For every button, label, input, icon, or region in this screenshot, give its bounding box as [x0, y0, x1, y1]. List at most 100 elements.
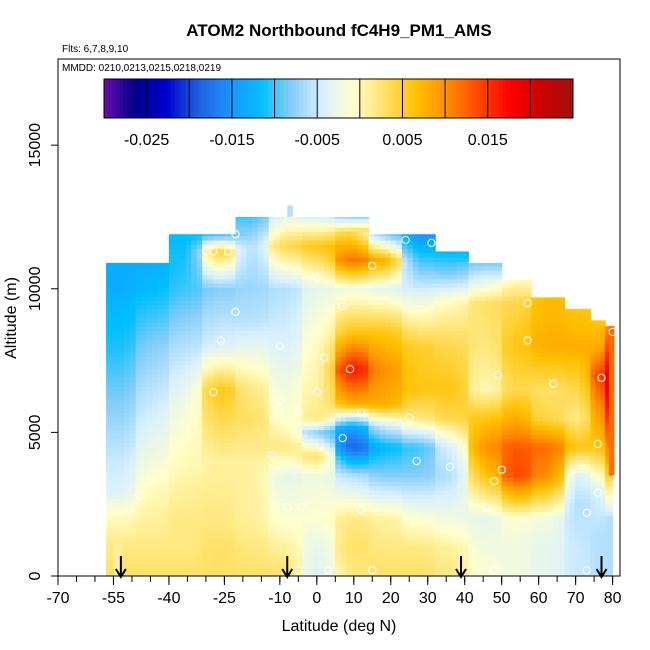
heatmap-cell: [385, 261, 392, 267]
heatmap-cell: [401, 463, 409, 469]
heatmap-cell: [363, 532, 370, 538]
heatmap-cell: [324, 442, 331, 448]
heatmap-cell: [202, 571, 209, 577]
heatmap-cell: [135, 429, 142, 435]
heatmap-cell: [246, 429, 253, 435]
heatmap-cell: [396, 326, 403, 332]
heatmap-cell: [368, 524, 375, 530]
heatmap-cell: [379, 554, 386, 560]
heatmap-cell: [141, 571, 148, 577]
heatmap-cell: [274, 351, 281, 357]
heatmap-cell: [396, 364, 403, 370]
heatmap-cell: [329, 330, 336, 336]
heatmap-cell: [396, 429, 403, 435]
heatmap-cell: [191, 451, 198, 456]
heatmap-cell: [418, 334, 425, 340]
heatmap-cell: [163, 541, 170, 547]
heatmap-cell: [340, 231, 347, 237]
heatmap-cell: [252, 231, 259, 237]
heatmap-cell: [202, 498, 209, 504]
heatmap-cell: [335, 425, 342, 431]
heatmap-cell: [351, 395, 359, 400]
heatmap-cell: [257, 377, 264, 383]
heatmap-cell: [368, 481, 375, 487]
heatmap-cell: [401, 412, 409, 418]
heatmap-cell: [224, 304, 231, 310]
heatmap-cell: [363, 222, 370, 228]
heatmap-cell: [440, 356, 447, 362]
heatmap-cell: [229, 274, 237, 280]
heatmap-cell: [111, 287, 119, 293]
heatmap-cell: [412, 494, 420, 500]
heatmap-cell: [318, 356, 325, 362]
heatmap-cell: [213, 571, 220, 577]
heatmap-cell: [313, 390, 320, 396]
heatmap-cell: [424, 234, 431, 237]
heatmap-cell: [202, 287, 209, 293]
heatmap-cell: [368, 563, 375, 568]
heatmap-cell: [257, 364, 264, 370]
heatmap-cell: [168, 360, 176, 366]
heatmap-cell: [401, 550, 409, 556]
heatmap-cell: [218, 420, 225, 426]
heatmap-cell: [263, 563, 270, 568]
heatmap-cell: [357, 287, 364, 293]
heatmap-cell: [229, 373, 237, 379]
heatmap-cell: [329, 438, 336, 444]
heatmap-cell: [340, 455, 347, 461]
heatmap-cell: [252, 295, 259, 301]
heatmap-cell: [407, 442, 414, 448]
heatmap-cell: [257, 317, 264, 323]
heatmap-cell: [340, 235, 347, 241]
heatmap-cell: [335, 313, 342, 319]
heatmap-cell: [329, 554, 336, 560]
heatmap-cell: [418, 438, 425, 444]
heatmap-cell: [335, 519, 342, 525]
heatmap-cell: [357, 567, 364, 573]
heatmap-cell: [196, 563, 203, 568]
heatmap-cell: [351, 545, 359, 551]
heatmap-cell: [218, 472, 225, 478]
heatmap-cell: [374, 485, 381, 491]
heatmap-cell: [318, 541, 325, 547]
heatmap-cell: [374, 494, 381, 500]
heatmap-cell: [263, 360, 270, 366]
heatmap-cell: [263, 265, 270, 271]
heatmap-cell: [329, 261, 336, 267]
heatmap-cell: [252, 459, 259, 465]
heatmap-cell: [279, 222, 286, 228]
heatmap-cell: [257, 274, 264, 280]
heatmap-cell: [213, 399, 220, 405]
heatmap-cell: [106, 403, 113, 409]
heatmap-cell: [229, 554, 237, 560]
heatmap-cell: [351, 433, 359, 439]
heatmap-cell: [346, 554, 353, 560]
heatmap-cell: [285, 347, 292, 353]
heatmap-cell: [313, 334, 320, 340]
heatmap-cell: [335, 468, 342, 474]
heatmap-cell: [424, 343, 431, 349]
heatmap-cell: [111, 438, 119, 444]
heatmap-cell: [235, 283, 242, 288]
heatmap-cell: [412, 541, 420, 547]
heatmap-cell: [285, 468, 292, 474]
heatmap-cell: [218, 567, 225, 573]
heatmap-cell: [117, 545, 125, 551]
heatmap-cell: [296, 476, 303, 482]
heatmap-cell: [290, 438, 298, 444]
heatmap-cell: [152, 429, 159, 435]
heatmap-cell: [318, 524, 325, 530]
heatmap-cell: [290, 519, 298, 525]
heatmap-cell: [296, 343, 303, 349]
heatmap-cell: [346, 278, 353, 284]
heatmap-cell: [123, 317, 131, 323]
heatmap-cell: [163, 550, 170, 556]
heatmap-cell: [246, 472, 253, 478]
heatmap-cell: [252, 334, 259, 340]
heatmap-cell: [379, 356, 386, 362]
heatmap-cell: [123, 545, 131, 551]
heatmap-cell: [174, 395, 181, 400]
heatmap-cell: [168, 377, 176, 383]
heatmap-cell: [424, 382, 431, 388]
heatmap-cell: [451, 545, 458, 551]
